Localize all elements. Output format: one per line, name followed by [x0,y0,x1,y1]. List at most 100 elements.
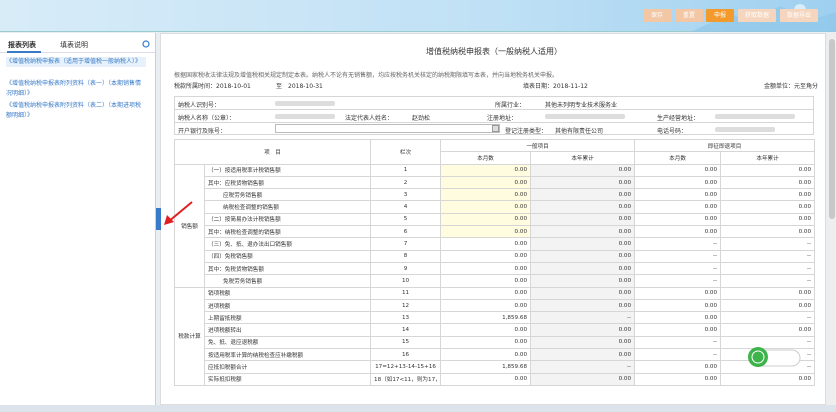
amount-cell: 0.00 [530,323,636,337]
amount-cell: -- [634,261,722,276]
sidebar-tab[interactable]: 报表列表 [8,41,36,49]
row-item: （三）免、抵、退办法出口销售额 [203,237,372,251]
form-title: 增值税纳税申报表（一般纳税人适用） [426,47,562,56]
form-panel: 增值税纳税申报表（一般纳税人适用） 根据国家税收法律法规及增值税相关规定制定本表… [160,33,826,405]
info-value: 赵劲松 [412,115,431,122]
table-row: 其中：纳税检查调整的销售额 6 0.00 0.00 0.00 0.00 [175,225,816,239]
amount-cell: 0.00 [530,237,636,251]
toolbar-button[interactable]: 申报 [706,9,734,22]
amount-cell: 0.00 [530,163,636,177]
table-row: 进项税额 12 0.00 0.00 0.00 0.00 [175,298,816,313]
table-row: 进项税额转出 14 0.00 0.00 0.00 0.00 [175,323,816,337]
row-line: 8 [370,249,442,263]
table-row: 纳税检查调整的销售额 4 0.00 0.00 0.00 0.00 [175,200,816,214]
row-item: 纳税检查调整的销售额 [203,200,372,214]
amount-cell: 0.00 [440,249,532,263]
toolbar-button[interactable]: 数据导出 [780,9,818,22]
row-line: 7 [370,237,442,251]
table-row: 上期留抵税额 13 1,859.68 -- 0.00 -- [175,311,816,325]
section-label: 销售额 [174,163,205,288]
table-row: 按适用税率计算的纳税检查应补缴税额 16 0.00 0.00 -- -- [175,348,816,362]
amount-cell: 0.00 [440,286,532,300]
toolbar-button[interactable]: 获取数据 [738,9,776,22]
table-row: 税款计算 销项税额 11 0.00 0.00 0.00 0.00 [174,286,816,386]
scrollbar[interactable] [828,33,836,405]
amount-cell: 0.00 [634,372,722,386]
row-item: （四）免税销售额 [203,249,372,263]
bank-input[interactable] [275,124,500,133]
subheader: 本月数 [440,151,532,165]
report-link[interactable]: 《增值税纳税申报表附列资料（表一）（本期销售情况明细）》 [6,80,142,97]
info-box: 纳税人识别号： 所属行业： 其他未列明专业技术服务业 纳税人名称（公章）： 法定… [174,96,814,135]
status-bar [0,405,836,412]
amount-cell: 0.00 [440,335,532,350]
table-row: 免、抵、退应退税额 15 0.00 0.00 -- -- [175,335,816,350]
subheader: 本年累计 [720,151,816,165]
report-link[interactable]: 《增值税纳税申报表（适用于增值税一般纳税人）》 [6,57,146,67]
amount-cell: -- [634,237,722,251]
unit: 金额单位：元至角分 [764,83,819,90]
row-item: 实际抵扣税额 [203,372,372,386]
amount-cell: 0.00 [440,274,532,288]
table-row: 销售额 （一）按适用税率计税销售额 1 0.00 0.00 0.00 0.00 [174,163,816,288]
fill-date: 填表日期：2018-11-12 [523,83,588,90]
table-row: 其中：应税货物销售额 2 0.00 0.00 0.00 0.00 [175,175,816,190]
row-item: 销项税额 [203,286,372,300]
toolbar: 保存 重置 申报 获取数据 数据导出 [0,0,836,32]
annotation-arrow [164,201,193,225]
table-row: 实际抵扣税额18（如17<11，则为17，否则为11）0.000.000.000… [175,372,816,386]
amount-cell[interactable]: 0.00 [440,163,532,177]
info-label: 电话号码： [657,128,688,135]
period-end: 至 2018-10-31 [276,83,323,90]
row-line: 1 [370,163,442,177]
amount-cell: 0.00 [720,225,816,239]
table-row: 应抵扣税额合计 17=12+13-14-15+16 1,859.68 -- 0.00 -- [175,360,816,374]
amount-cell: 0.00 [720,175,816,190]
floating-widget[interactable] [744,342,804,372]
sidebar-tab[interactable]: 填表说明 [60,41,88,49]
redacted [275,101,335,106]
amount-cell[interactable]: 0.00 [440,175,532,190]
row-line: 6 [370,225,442,239]
report-link[interactable]: 《增值税纳税申报表附列资料（表二）（本期进项税额明细）》 [6,102,142,119]
header-item: 项 目 [173,139,372,165]
amount-cell: -- [720,274,816,288]
table-row: （三）免、抵、退办法出口销售额 7 0.00 0.00 -- -- [175,237,816,251]
row-item: （二）按简易办法计税销售额 [203,212,372,227]
row-item: 其中：纳税检查调整的销售额 [203,225,372,239]
amount-cell[interactable]: 0.00 [440,212,532,227]
amount-cell: 0.00 [530,249,636,263]
info-label: 登记注册类型： [505,128,548,135]
active-tab-bar [7,51,41,53]
header-row: 项 目栏次 一般项目 即征即退项目 [173,138,816,165]
tab-divider [0,52,155,53]
toolbar-button[interactable]: 保存 [643,9,671,22]
settings-icon[interactable] [142,40,150,48]
amount-cell: 0.00 [720,163,816,177]
amount-cell: 0.00 [634,200,722,214]
row-line: 16 [370,348,442,362]
amount-cell: 0.00 [720,286,816,300]
amount-cell[interactable]: 0.00 [440,188,532,202]
row-line: 13 [370,311,442,325]
row-line: 11 [370,286,442,300]
amount-cell: 0.00 [634,175,722,190]
row-item: 其中：应税货物销售额 [203,175,372,190]
table-row: （二）按简易办法计税销售额 5 0.00 0.00 0.00 0.00 [175,212,816,227]
amount-cell: 0.00 [634,286,722,300]
row-item: 上期留抵税额 [203,311,372,325]
amount-cell[interactable]: 0.00 [440,225,532,239]
row-line: 18（如17<11，则为17，否则为11） [370,372,442,386]
toolbar-button[interactable]: 重置 [675,9,703,22]
collapse-handle[interactable] [156,208,161,230]
declaration-table: 项 目栏次 一般项目 即征即退项目 本月数 本年累计 本月数 本年累计 销售额 （一）按适用税率… [173,138,816,386]
amount-cell: 0.00 [440,298,532,313]
info-label: 纳税人识别号： [178,102,221,109]
amount-cell[interactable]: 0.00 [440,200,532,214]
amount-cell: 1,859.68 [440,311,532,325]
info-label: 开户银行及账号： [178,128,227,135]
row-line: 2 [370,175,442,190]
dropdown[interactable] [492,125,499,132]
table-row: 免税劳务销售额 10 0.00 0.00 -- -- [175,274,816,288]
